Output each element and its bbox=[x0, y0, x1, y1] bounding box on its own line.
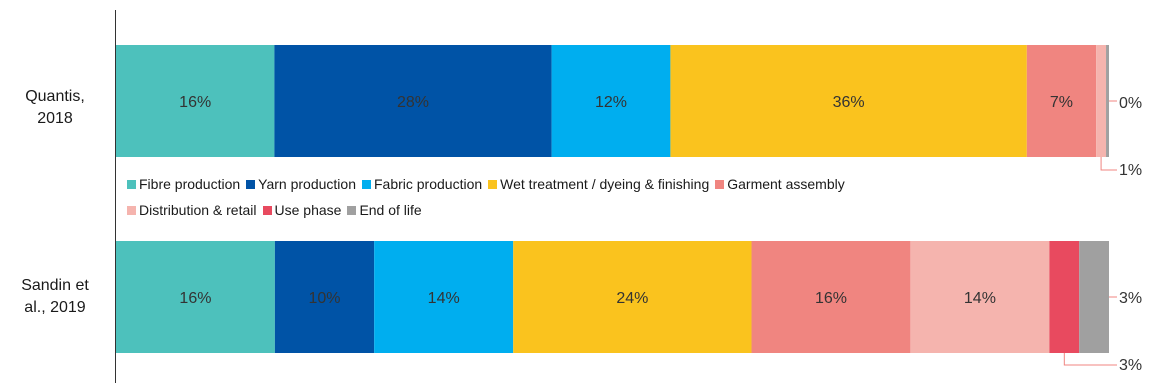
legend-item: Distribution & retail bbox=[127, 201, 257, 219]
data-label: 28% bbox=[397, 94, 429, 111]
legend-swatch bbox=[361, 179, 371, 189]
bar-segment bbox=[513, 241, 752, 353]
legend-label: Fabric production bbox=[373, 176, 483, 192]
data-label: 16% bbox=[179, 94, 211, 111]
bar-segment bbox=[1026, 45, 1097, 157]
legend-item: Fabric production bbox=[361, 175, 483, 193]
legend-item: Garment assembly bbox=[715, 175, 845, 193]
legend-item: Wet treatment / dyeing & finishing bbox=[488, 175, 709, 193]
callout-leader-line bbox=[1063, 353, 1117, 366]
bar-segment bbox=[274, 241, 375, 353]
callout-label: 0% bbox=[1119, 95, 1142, 112]
bar-segment bbox=[1049, 241, 1080, 353]
bar-segment bbox=[670, 45, 1027, 157]
callouts-group: 0% 1% 3% 3% bbox=[1063, 95, 1142, 374]
category-label: Quantis, 2018 bbox=[25, 88, 85, 127]
callout-label: 1% bbox=[1119, 162, 1142, 179]
data-label: 14% bbox=[428, 290, 460, 307]
bar-segment bbox=[274, 45, 552, 157]
bar-segment bbox=[910, 241, 1050, 353]
data-label: 14% bbox=[964, 290, 996, 307]
data-label: 12% bbox=[595, 94, 627, 111]
legend-item: Use phase bbox=[262, 201, 342, 219]
legend-label: Garment assembly bbox=[727, 176, 845, 192]
data-label: 36% bbox=[833, 94, 865, 111]
legend-row: Fibre production Yarn production Fabric pr… bbox=[127, 175, 851, 193]
legend-label: Use phase bbox=[274, 202, 342, 218]
bar-segment bbox=[374, 241, 514, 353]
callout-leader-line bbox=[1100, 157, 1117, 171]
legend-swatch bbox=[347, 205, 357, 215]
bar-segment bbox=[116, 45, 275, 157]
legend-swatch bbox=[488, 179, 498, 189]
callout-label: 3% bbox=[1119, 357, 1142, 374]
legend-item: Yarn production bbox=[246, 175, 356, 193]
bar-segment bbox=[551, 45, 671, 157]
data-label: 24% bbox=[616, 290, 648, 307]
bar-segment bbox=[1096, 45, 1107, 157]
data-label: 7% bbox=[1050, 94, 1073, 111]
legend-swatch bbox=[127, 205, 136, 215]
legend-label: Wet treatment / dyeing & finishing bbox=[500, 176, 710, 192]
bar-segment bbox=[751, 241, 911, 353]
data-label: 10% bbox=[309, 290, 341, 307]
bar-segment bbox=[1106, 45, 1109, 157]
legend-label: Yarn production bbox=[258, 176, 356, 192]
legend-item: End of life bbox=[347, 201, 422, 219]
legend-label: End of life bbox=[359, 202, 422, 218]
bar-segment bbox=[116, 241, 275, 353]
legend-swatch bbox=[715, 179, 725, 189]
legend-row: Distribution & retail Use phase End of lif… bbox=[127, 201, 428, 219]
data-label: 16% bbox=[179, 290, 211, 307]
legend-item: Fibre production bbox=[127, 175, 240, 193]
bars-group: 16% 28% 12% 36% 7% 16% 10% 14% 24% 16% 14% bbox=[116, 45, 1109, 353]
legend-swatch bbox=[262, 205, 272, 215]
legend-swatch bbox=[246, 179, 256, 189]
data-label: 16% bbox=[815, 290, 847, 307]
legend-swatch bbox=[127, 179, 136, 189]
category-label: Sandin et al., 2019 bbox=[21, 277, 89, 316]
legend-label: Distribution & retail bbox=[139, 202, 257, 218]
callout-label: 3% bbox=[1119, 290, 1142, 307]
legend-label: Fibre production bbox=[139, 176, 241, 192]
bar-segment bbox=[1079, 241, 1109, 353]
